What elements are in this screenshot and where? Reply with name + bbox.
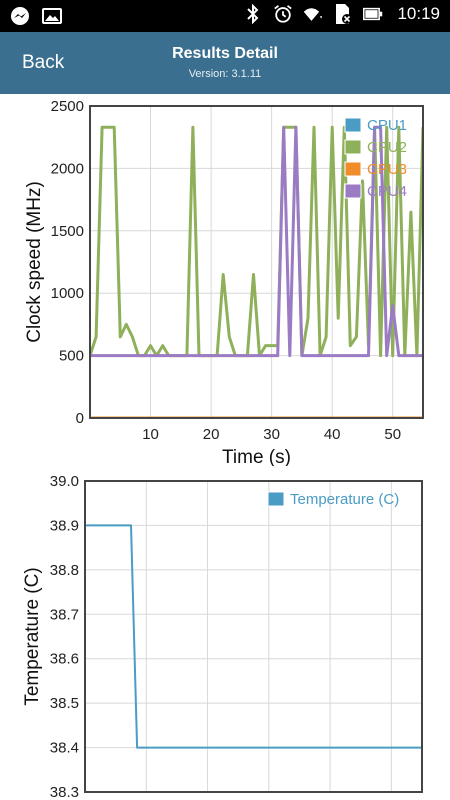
- status-time: 10:19: [397, 4, 440, 23]
- bluetooth-icon: [243, 4, 263, 24]
- series-line-cpu4: [90, 125, 423, 358]
- y-tick-label: 1500: [51, 223, 84, 240]
- app-bar: Back Results Detail Version: 3.1.11: [0, 32, 450, 94]
- back-button[interactable]: Back: [22, 52, 65, 73]
- y-tick-label: 2500: [51, 98, 84, 115]
- temperature-chart: 38.3 38.4 38.5 38.6 38.7 38.8 38.9 39.0 Temperat…: [22, 473, 423, 800]
- legend-label-cpu2: CPU2: [367, 139, 407, 156]
- y-tick-label: 39.0: [50, 473, 79, 490]
- y-tick-label: 38.6: [50, 651, 79, 668]
- y-tick-label: 38.8: [50, 562, 79, 579]
- series-line-cpu2: [90, 125, 423, 358]
- legend-swatch-cpu4: [344, 183, 362, 199]
- x-tick-label: 20: [203, 426, 220, 443]
- y-tick-label: 38.7: [50, 606, 79, 623]
- x-axis-label: Time (s): [222, 447, 291, 466]
- messenger-icon: [10, 6, 30, 26]
- legend-label-cpu4: CPU4: [367, 183, 407, 200]
- no-sim-icon: [333, 4, 353, 24]
- page-title: Results Detail: [172, 45, 278, 62]
- y-axis-label: Temperature (C): [22, 567, 43, 705]
- wifi-icon: [303, 4, 323, 24]
- y-tick-label: 500: [59, 348, 84, 365]
- y-tick-label: 2000: [51, 160, 84, 177]
- y-tick-label: 38.5: [50, 695, 79, 712]
- legend-swatch-cpu2: [344, 139, 362, 155]
- series-line-temperature-c: [85, 524, 422, 749]
- status-bar: 10:19: [0, 0, 450, 32]
- x-tick-label: 30: [263, 426, 280, 443]
- battery-icon: [363, 4, 383, 24]
- legend-label-cpu3: CPU3: [367, 161, 407, 178]
- clock-speed-chart: 0 500 1000 1500 2000 2500 10 20 30 40 50 Time (s) Cl…: [24, 98, 424, 466]
- gallery-icon: [42, 6, 62, 26]
- version-label: Version: 3.1.11: [188, 68, 262, 80]
- y-tick-label: 0: [76, 410, 84, 427]
- legend-swatch-cpu1: [344, 117, 362, 133]
- x-tick-label: 40: [324, 426, 341, 443]
- plot-frame: [89, 105, 424, 419]
- legend-swatch-cpu3: [344, 161, 362, 177]
- y-tick-label: 38.3: [50, 784, 79, 800]
- legend-swatch-temperature-c: [267, 491, 285, 507]
- alarm-icon: [273, 4, 293, 24]
- x-tick-label: 50: [384, 426, 401, 443]
- plot-frame: [84, 480, 423, 793]
- legend-label-cpu1: CPU1: [367, 117, 407, 134]
- y-tick-label: 38.4: [50, 740, 79, 757]
- x-tick-label: 10: [142, 426, 159, 443]
- y-axis-label: Clock speed (MHz): [24, 181, 45, 343]
- y-tick-label: 38.9: [50, 517, 79, 534]
- y-tick-label: 1000: [51, 285, 84, 302]
- legend-label-temperature-c: Temperature (C): [290, 491, 399, 508]
